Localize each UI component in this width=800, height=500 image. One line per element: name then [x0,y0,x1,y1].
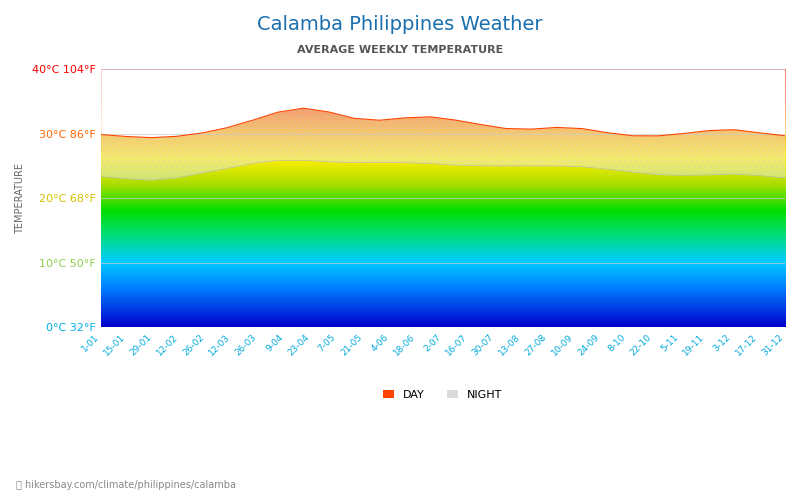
Legend: DAY, NIGHT: DAY, NIGHT [378,386,507,404]
Text: AVERAGE WEEKLY TEMPERATURE: AVERAGE WEEKLY TEMPERATURE [297,45,503,55]
Text: ⦾ hikersbay.com/climate/philippines/calamba: ⦾ hikersbay.com/climate/philippines/cala… [16,480,236,490]
Y-axis label: TEMPERATURE: TEMPERATURE [15,162,25,234]
Text: Calamba Philippines Weather: Calamba Philippines Weather [258,15,542,34]
